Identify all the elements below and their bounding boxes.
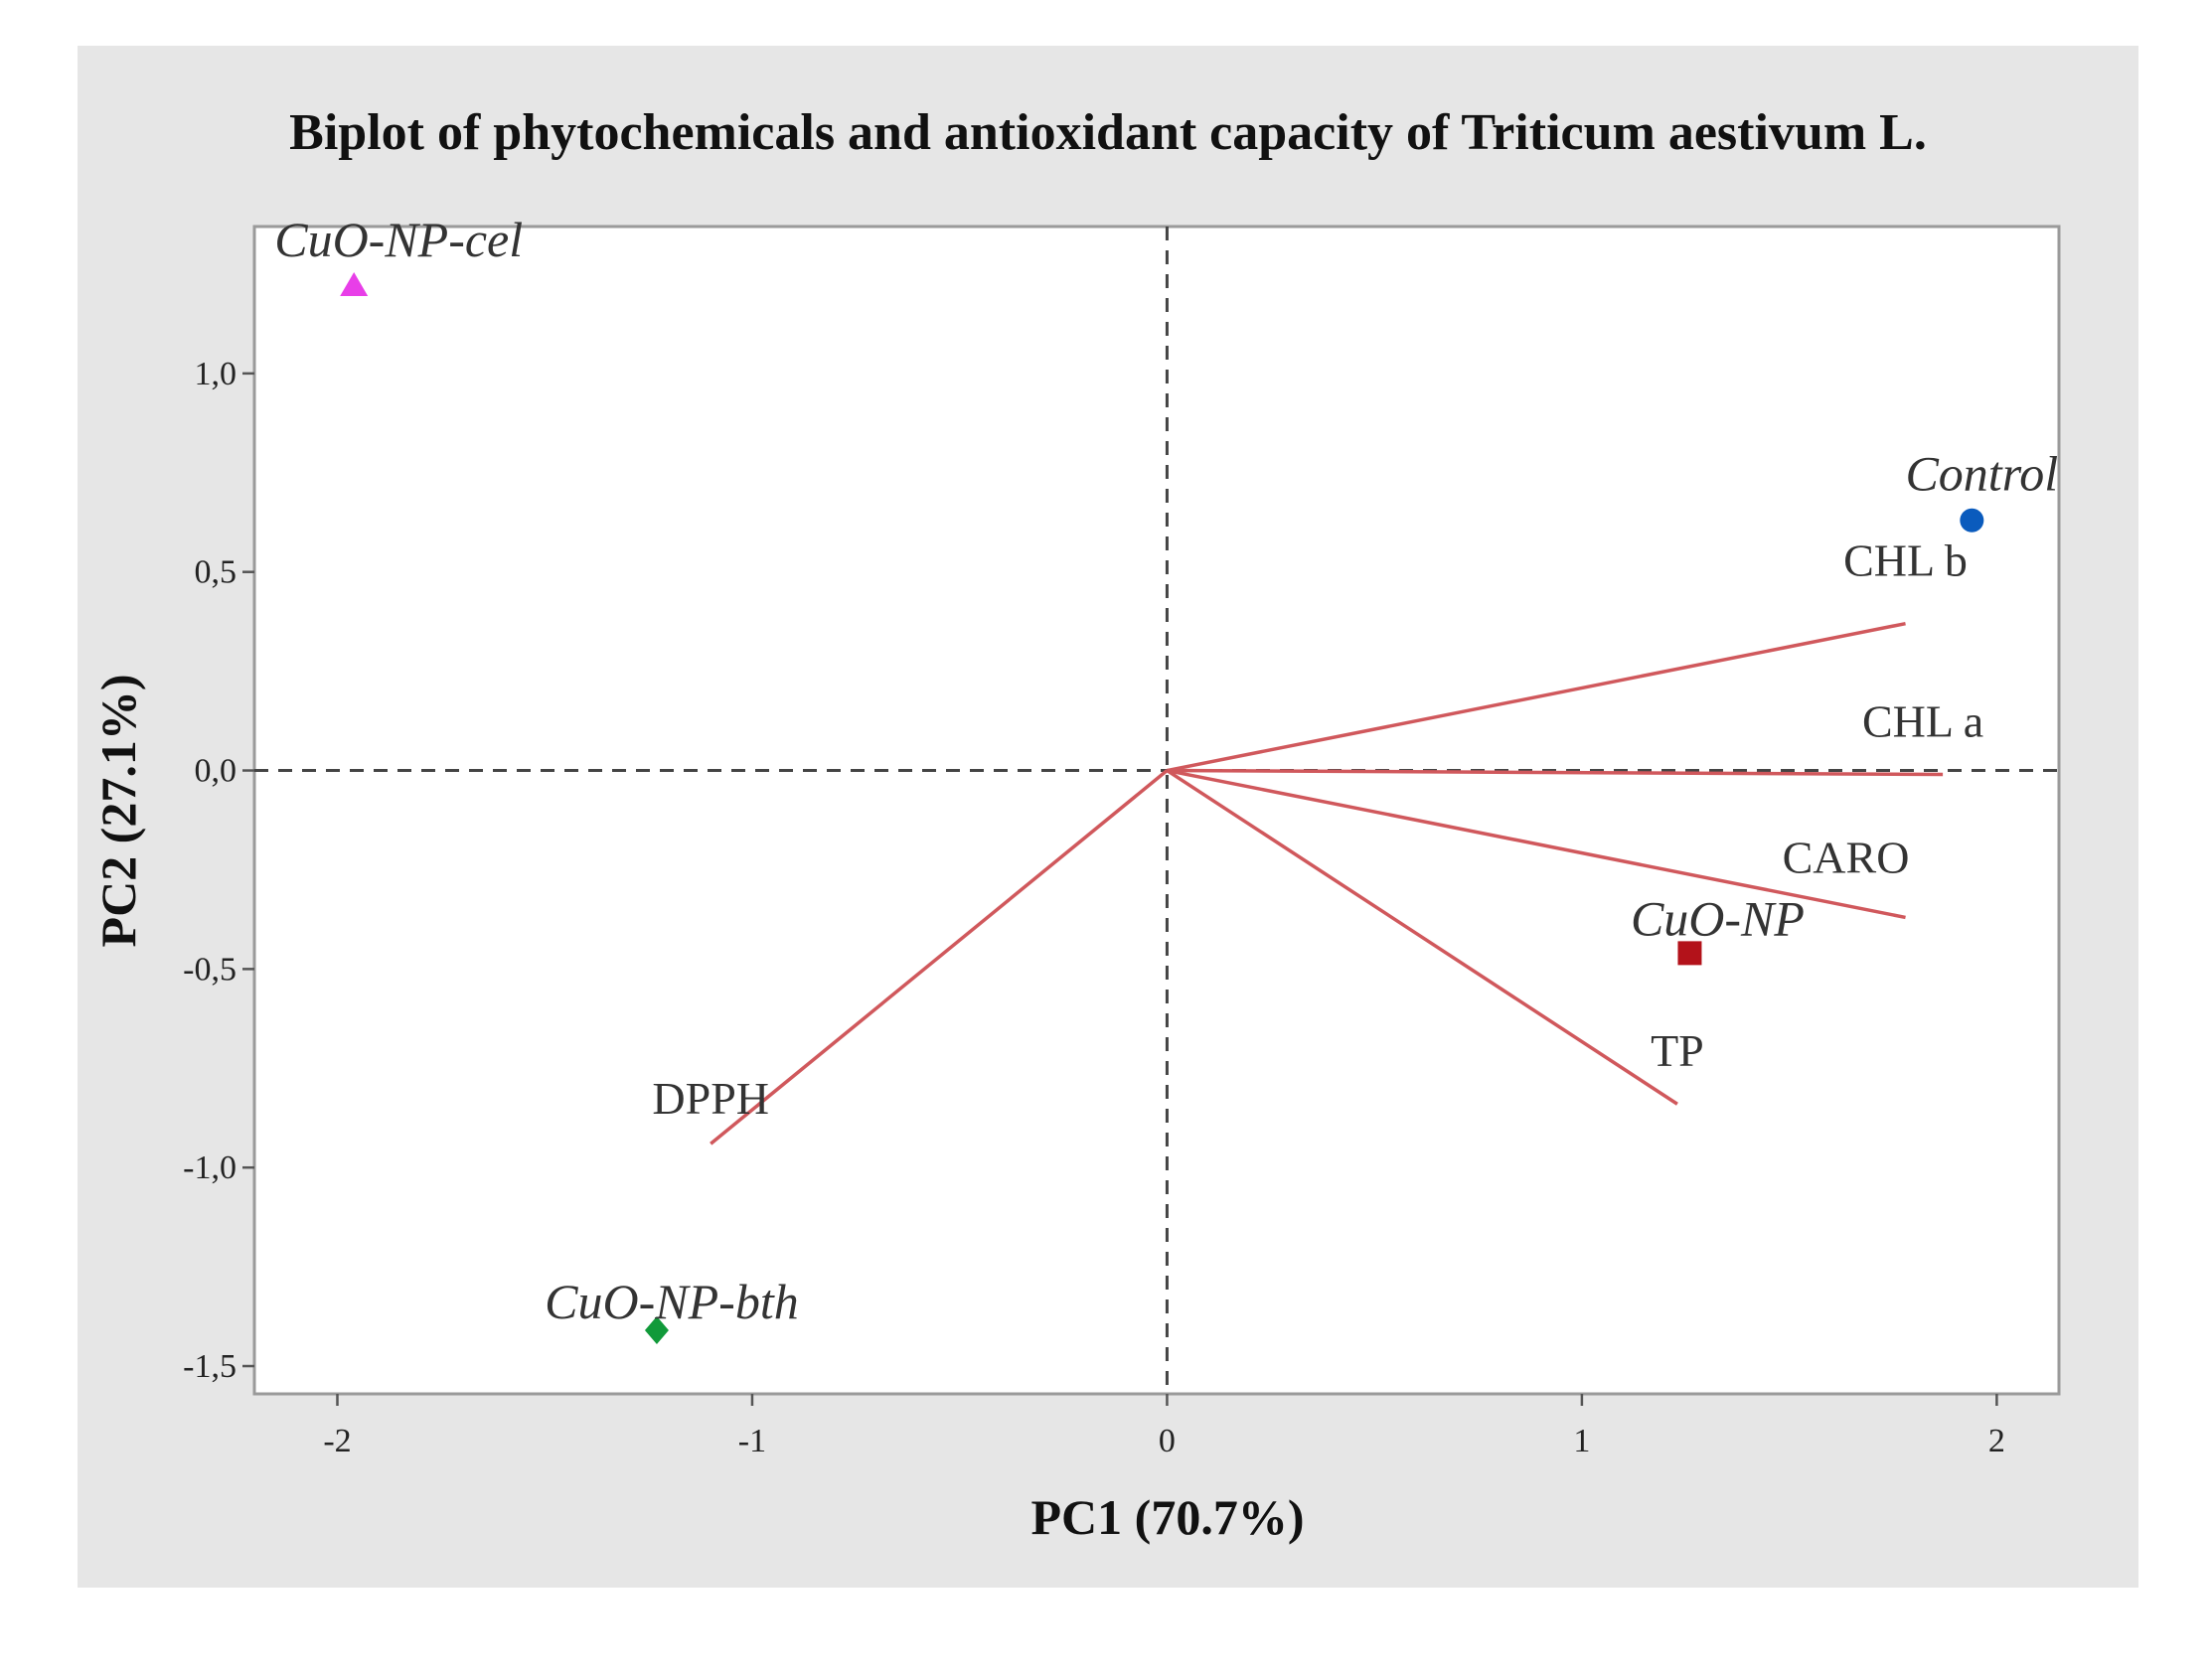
plot-area [252,225,2061,1396]
loading-vector [1167,768,1906,920]
loading-label: CARO [1783,832,1910,882]
loading-vector [1166,769,1678,1106]
loading-vectors: CHL b CHL a CARO TP DPPH [652,535,1983,1145]
x-tick-label: 2 [1988,1423,2005,1459]
y-tick-label: -1,5 [183,1348,237,1385]
figure-panel: Biplot of phytochemicals and antioxidant… [78,46,2138,1588]
y-tick-label: -0,5 [183,951,237,988]
loading-label: CHL a [1862,696,1983,747]
y-tick-label: -1,0 [183,1149,237,1186]
chart-title: Biplot of phytochemicals and antioxidant… [289,104,1927,161]
y-axis-ticks: 1,0 0,5 0,0 -0,5 -1,0 -1,5 [183,356,254,1385]
loading-vector [710,769,1169,1145]
score-label: Control [1905,446,2058,502]
loading-vector [1167,621,1906,773]
score-marker-circle [1960,508,1984,533]
score-label: CuO-NP [1631,890,1805,946]
loading-label: TP [1651,1025,1704,1076]
loading-label: CHL b [1843,535,1968,586]
y-tick-label: 1,0 [195,356,237,392]
score-marker-triangle [340,271,369,296]
x-tick-label: -2 [323,1423,351,1459]
score-marker-diamond [644,1316,669,1345]
reference-lines [254,227,2059,1394]
score-points: CuO-NP-cel Control CuO-NP CuO-NP-bth [274,212,2058,1345]
y-tick-label: 0,5 [195,554,237,591]
y-axis-title: PC2 (27.1%) [90,675,146,948]
x-tick-label: 1 [1573,1423,1590,1459]
x-tick-label: -1 [738,1423,766,1459]
score-marker-square [1677,941,1702,966]
y-tick-label: 0,0 [195,753,237,790]
score-label: CuO-NP-bth [545,1274,799,1329]
x-tick-label: 0 [1159,1423,1176,1459]
x-axis-ticks: -2 -1 0 1 2 [323,1394,2005,1459]
biplot-chart: Biplot of phytochemicals and antioxidant… [90,104,2061,1545]
score-label: CuO-NP-cel [274,212,523,267]
loading-vector [1167,768,1944,777]
x-axis-title: PC1 (70.7%) [1031,1489,1305,1545]
loading-label: DPPH [652,1073,769,1124]
